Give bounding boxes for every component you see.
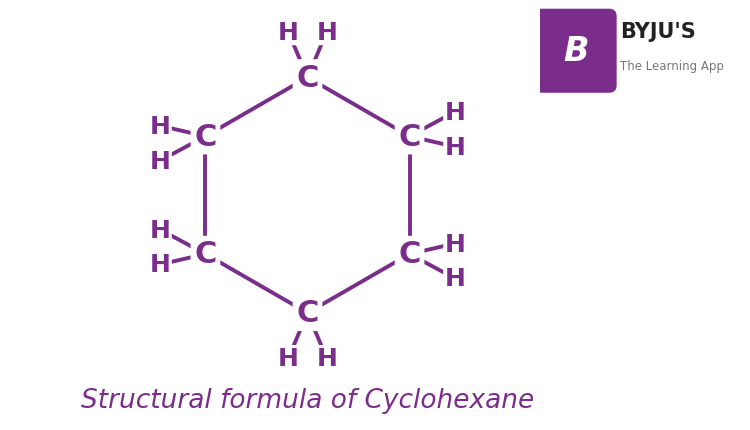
Text: Structural formula of Cyclohexane: Structural formula of Cyclohexane [81, 387, 534, 413]
Text: H: H [445, 267, 465, 291]
Text: C: C [398, 123, 421, 151]
Text: C: C [398, 240, 421, 269]
Text: C: C [194, 240, 217, 269]
Text: C: C [194, 123, 217, 151]
Text: H: H [445, 101, 465, 125]
Text: H: H [150, 114, 170, 138]
Text: H: H [445, 135, 465, 160]
Text: H: H [278, 347, 298, 370]
Text: H: H [278, 21, 298, 45]
Text: H: H [316, 347, 338, 370]
Text: BYJU'S: BYJU'S [620, 22, 695, 42]
Text: C: C [296, 299, 319, 328]
Text: H: H [150, 253, 170, 277]
Text: The Learning App: The Learning App [620, 60, 724, 73]
Text: H: H [150, 149, 170, 173]
Text: H: H [150, 218, 170, 242]
Text: H: H [445, 232, 465, 256]
FancyBboxPatch shape [535, 9, 616, 94]
Text: B: B [563, 35, 589, 68]
Text: C: C [296, 64, 319, 92]
Text: H: H [316, 21, 338, 45]
